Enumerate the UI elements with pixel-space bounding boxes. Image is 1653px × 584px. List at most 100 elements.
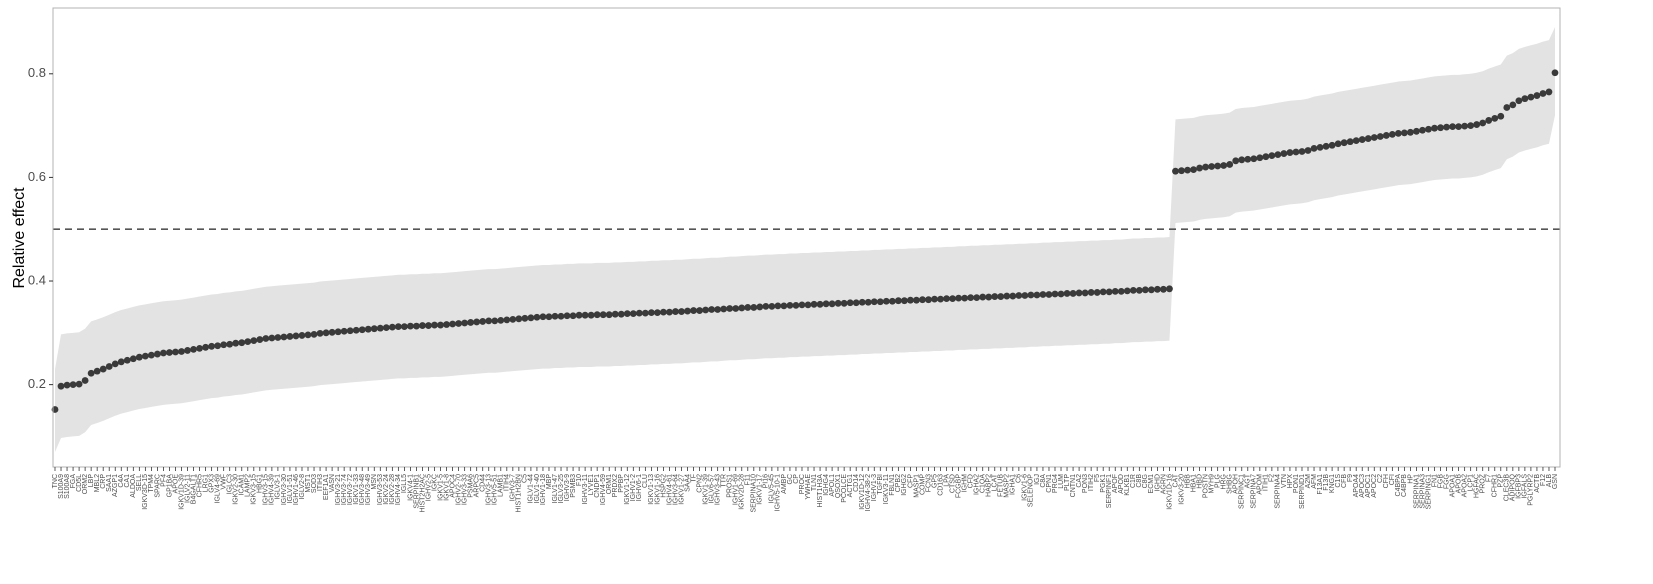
point	[503, 316, 511, 324]
point	[425, 322, 432, 329]
x-tick-label: IGKV1-12	[624, 474, 631, 505]
point	[587, 311, 595, 319]
point	[57, 382, 65, 390]
x-tick-label: MASP2	[1004, 474, 1011, 498]
point	[1262, 153, 1270, 161]
x-tick-label: SERPINA4	[1275, 474, 1282, 509]
point	[870, 298, 878, 306]
x-tick-label: PGLYRP2	[1528, 474, 1535, 506]
x-tick-label: CD44	[480, 474, 487, 492]
x-tick-label: IGKV2-30	[233, 474, 240, 505]
point	[220, 341, 228, 349]
point	[226, 340, 234, 348]
point	[364, 325, 372, 333]
point	[461, 319, 469, 327]
x-tick-label: IGLV4-69	[214, 474, 221, 504]
x-tick-label: PLG	[1214, 474, 1221, 488]
x-tick-label: FGA	[70, 474, 77, 489]
x-tick-label: IGKC	[431, 474, 438, 491]
x-tick-label: IGLV3-25	[558, 474, 565, 504]
point	[611, 310, 619, 318]
x-tick-label: SOD3	[311, 474, 318, 493]
x-tick-label: IGLV2-11	[184, 474, 191, 503]
point	[967, 294, 975, 301]
point	[1382, 132, 1390, 139]
x-tick-label: APOC1	[1365, 474, 1372, 498]
point	[907, 296, 914, 304]
point	[696, 307, 703, 314]
point	[1184, 166, 1191, 174]
point	[521, 314, 529, 322]
x-tick-label: IGKV1-27	[678, 474, 685, 505]
point	[208, 342, 216, 350]
point	[876, 298, 884, 306]
x-tick-label: CFP	[907, 474, 914, 488]
point	[1515, 97, 1523, 105]
point	[900, 297, 908, 305]
point	[1328, 141, 1336, 149]
x-tick-label: APOA4	[1353, 474, 1360, 497]
point	[1388, 131, 1396, 138]
point	[551, 312, 559, 320]
y-tick-label: 0.2	[28, 376, 46, 391]
point	[449, 320, 456, 328]
point	[147, 351, 155, 359]
point	[678, 308, 685, 315]
x-tick-label: PF4	[160, 474, 167, 487]
x-tick-label: IGHV3-53	[377, 474, 384, 505]
point	[882, 297, 890, 305]
point	[184, 347, 191, 354]
point	[768, 303, 776, 310]
point	[292, 332, 300, 340]
point	[178, 348, 185, 355]
x-tick-label: S100A8	[64, 474, 71, 499]
point	[376, 324, 384, 332]
point	[575, 311, 583, 319]
x-tick-label: HBB	[1184, 474, 1191, 489]
x-tick-label: IGFALS	[1522, 474, 1529, 499]
x-tick-label: PCOLCE	[841, 474, 848, 503]
x-tick-label: F12	[1540, 474, 1547, 486]
x-tick-label: IGHG4	[823, 474, 830, 496]
point	[780, 302, 788, 310]
point	[1190, 166, 1197, 174]
x-tick-label: SERPINA10	[751, 474, 758, 513]
point	[298, 332, 306, 339]
point	[1467, 122, 1475, 129]
x-tick-label: HBA1	[1190, 474, 1197, 492]
x-tick-label: GC	[787, 474, 794, 485]
point	[479, 318, 487, 325]
x-tick-label: TNC	[52, 474, 59, 488]
point	[985, 293, 993, 301]
point	[467, 319, 475, 326]
point	[1238, 156, 1246, 164]
x-tick-label: IGKV1-16	[654, 474, 661, 505]
point	[913, 296, 920, 304]
x-tick-label: HP	[1407, 474, 1414, 484]
point	[750, 304, 758, 311]
x-tick-label: CFHR5	[196, 474, 203, 497]
point	[1376, 133, 1384, 140]
point	[1370, 134, 1378, 141]
point	[316, 329, 324, 337]
point	[1244, 155, 1252, 163]
point	[1117, 287, 1125, 295]
point	[690, 307, 697, 314]
point	[1111, 287, 1119, 295]
point	[720, 305, 728, 313]
x-tick-label: SERPINF1	[1106, 474, 1113, 508]
x-tick-label: SPARC	[154, 474, 161, 498]
point	[858, 298, 866, 306]
point	[557, 312, 565, 320]
x-tick-label: CPB2	[895, 474, 902, 492]
x-tick-label: IGFBP3	[1516, 474, 1523, 499]
x-tick-label: LRG1	[202, 474, 209, 492]
point	[1220, 162, 1228, 169]
point	[955, 294, 963, 302]
point	[527, 314, 535, 322]
x-tick-label: IGKV1D-16	[1166, 474, 1173, 510]
point	[1141, 286, 1149, 294]
x-tick-label: C8B	[1136, 474, 1143, 488]
x-tick-label: IGKV1-33	[353, 474, 360, 505]
point	[1009, 292, 1017, 300]
